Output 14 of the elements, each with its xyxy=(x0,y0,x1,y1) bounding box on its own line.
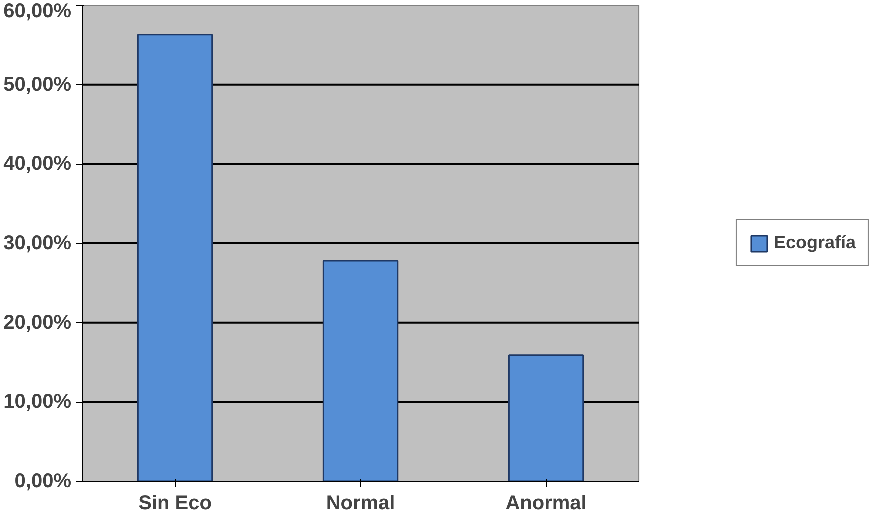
y-tick-label: 40,00% xyxy=(4,153,72,176)
x-tick-label: Anormal xyxy=(506,492,587,514)
y-tick-label: 30,00% xyxy=(4,232,72,254)
bar xyxy=(322,260,399,482)
y-tick-label: 10,00% xyxy=(4,391,72,414)
legend-label: Ecografía xyxy=(774,232,856,254)
y-tick-label: 50,00% xyxy=(4,74,72,96)
y-tick-label: 0,00% xyxy=(14,470,72,492)
bar xyxy=(137,34,214,482)
bar xyxy=(508,354,584,482)
x-tick-label: Normal xyxy=(326,492,396,514)
y-tick-label: 60,00% xyxy=(4,0,72,22)
x-tick-label: Sin Eco xyxy=(138,492,212,514)
y-tick-label: 20,00% xyxy=(4,312,72,334)
